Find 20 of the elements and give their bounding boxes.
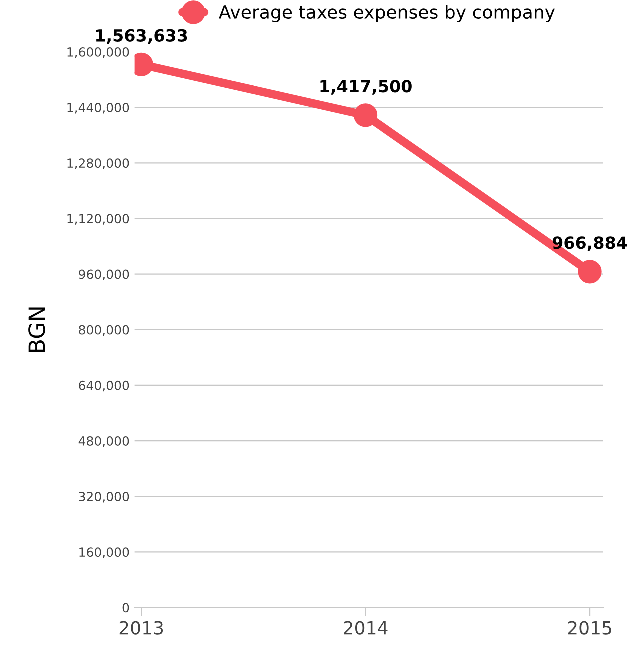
y-tick-label: 800,000 [79,325,130,336]
y-tick-label: 1,120,000 [68,214,130,225]
y-tick-label: 160,000 [80,548,130,558]
point [354,104,378,128]
point [578,260,602,284]
y-tick-label: 1,280,000 [68,158,130,170]
y-tick-label: 320,000 [79,492,130,503]
y-tick-label: 0 [122,603,130,613]
y-tick-label: 1,440,000 [68,103,130,114]
y-tick-label: 1,600,000 [68,47,130,58]
y-tick-label: 480,000 [78,436,130,448]
text: 1,417,500 [320,80,412,95]
y-tick-label: 640,000 [79,380,130,392]
y-axis-title: BGN [28,308,46,352]
x-tick-label: 2015 [568,621,612,635]
x-tick-label: 2014 [344,621,388,635]
x-tick-label: 2013 [120,621,164,635]
legend-label: Average taxes expenses by company [219,5,555,23]
text: 1,563,633 [96,29,188,44]
y-tick-label: 960,000 [79,270,130,280]
